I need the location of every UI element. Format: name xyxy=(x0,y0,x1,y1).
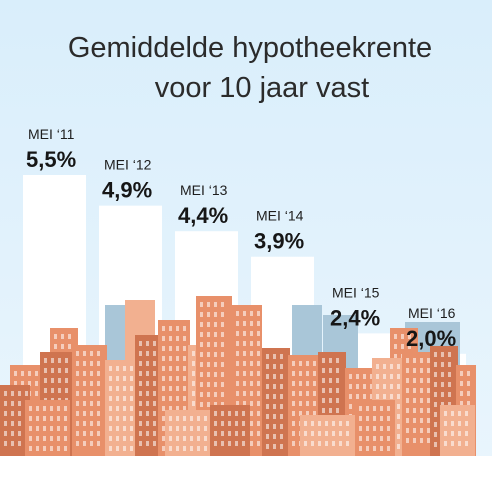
value-label-3: 3,9% xyxy=(254,229,304,254)
city-skyline xyxy=(0,296,476,456)
category-label-3: MEI ‘14 xyxy=(256,208,304,224)
value-label-5: 2,0% xyxy=(406,326,456,351)
building-26 xyxy=(165,410,210,456)
chart-title-line1: Gemiddelde hypotheekrente xyxy=(68,32,432,64)
building-windows-11 xyxy=(139,341,156,446)
building-windows-26 xyxy=(169,416,207,451)
chart-title-line2: voor 10 jaar vast xyxy=(155,72,369,104)
category-label-4: MEI ‘15 xyxy=(332,284,380,300)
building-windows-21 xyxy=(406,358,430,443)
building-windows-9 xyxy=(76,351,100,446)
building-windows-16 xyxy=(266,354,283,449)
value-label-4: 2,4% xyxy=(330,305,380,330)
labels-group: 5,5% MEI ‘11 4,9% MEI ‘12 4,4% MEI ‘13 3,9% MEI… xyxy=(26,126,456,351)
building-windows-30 xyxy=(444,411,468,446)
building-windows-25 xyxy=(29,406,67,451)
building-windows-27 xyxy=(214,411,245,446)
building-windows-28 xyxy=(304,421,349,446)
ground-strip xyxy=(0,456,492,483)
category-label-1: MEI ‘12 xyxy=(104,157,152,173)
building-windows-29 xyxy=(359,406,390,451)
category-label-0: MEI ‘11 xyxy=(28,126,75,142)
category-label-5: MEI ‘16 xyxy=(408,305,456,321)
value-label-2: 4,4% xyxy=(178,203,228,228)
value-label-1: 4,9% xyxy=(102,178,152,203)
building-windows-10 xyxy=(109,366,133,451)
category-label-2: MEI ‘13 xyxy=(180,182,228,198)
building-25 xyxy=(25,400,70,456)
value-label-0: 5,5% xyxy=(26,147,76,172)
